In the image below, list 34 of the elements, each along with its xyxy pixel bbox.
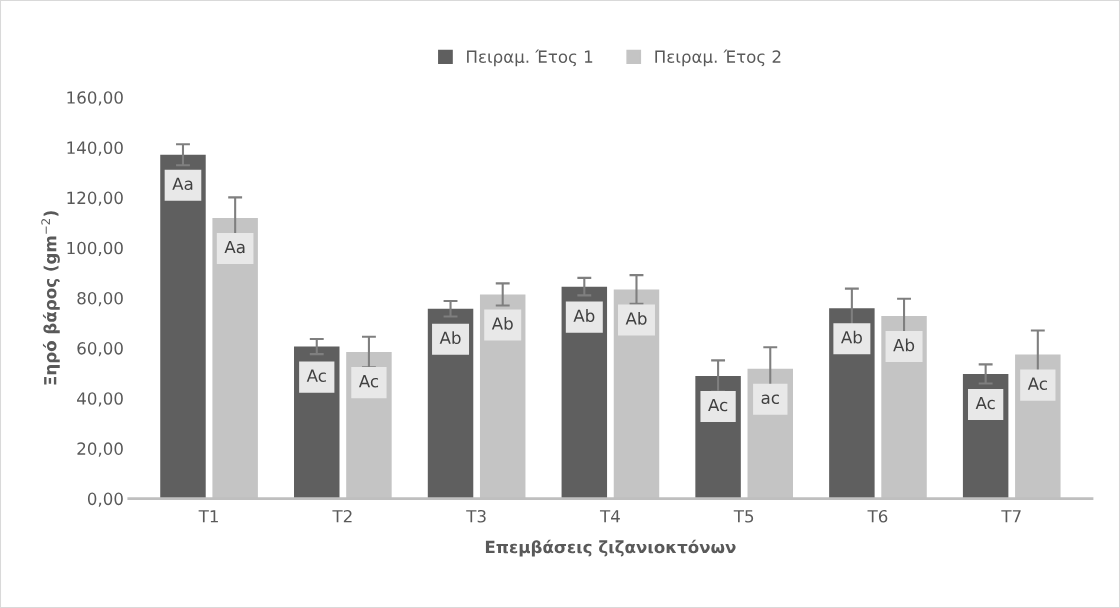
x-tick-label: T7 bbox=[1001, 510, 1021, 523]
data-label: Ac bbox=[708, 398, 728, 412]
legend-label: Πειραμ. Έτος 1 bbox=[467, 49, 593, 67]
x-tick-label: T4 bbox=[599, 510, 620, 523]
y-tick-label: 160,00 bbox=[67, 91, 123, 106]
y-tick-label: 20,00 bbox=[77, 442, 123, 457]
data-label: Aa bbox=[224, 240, 245, 254]
data-label: Ac bbox=[358, 375, 379, 388]
x-tick-label: T2 bbox=[332, 509, 352, 523]
x-tick-label: T5 bbox=[733, 510, 754, 523]
data-label: Ac bbox=[306, 369, 326, 382]
data-label: Ab bbox=[491, 316, 513, 330]
y-tick-label: 0,00 bbox=[87, 492, 123, 507]
y-tick-label: 100,00 bbox=[67, 241, 123, 257]
y-tick-label: 40,00 bbox=[77, 392, 123, 407]
y-tick-label: 140,00 bbox=[67, 141, 123, 156]
y-tick-label: 80,00 bbox=[77, 291, 123, 307]
legend-label: Πειραμ. Έτος 2 bbox=[655, 49, 781, 67]
data-label: Ab bbox=[573, 309, 595, 323]
data-label: Ab bbox=[439, 331, 461, 345]
data-label: ac bbox=[761, 394, 779, 405]
y-axis-title: Ξηρό βάρος (gm$^{−2}$) bbox=[41, 211, 60, 385]
data-label: Ac bbox=[975, 396, 995, 410]
x-axis-title: Επεμβάσεις ζιζανιοκτόνων bbox=[485, 539, 736, 557]
x-tick-label: T1 bbox=[198, 510, 218, 523]
x-tick-label: T6 bbox=[867, 509, 888, 523]
data-label: Aa bbox=[172, 177, 193, 191]
data-label: Ab bbox=[893, 338, 915, 352]
data-label: Ac bbox=[1027, 377, 1047, 390]
y-tick-label: 60,00 bbox=[77, 342, 123, 357]
y-tick-label: 120,00 bbox=[67, 191, 123, 206]
data-label: Ab bbox=[625, 311, 647, 325]
data-label: Ab bbox=[841, 330, 862, 344]
x-tick-label: T3 bbox=[466, 509, 486, 523]
